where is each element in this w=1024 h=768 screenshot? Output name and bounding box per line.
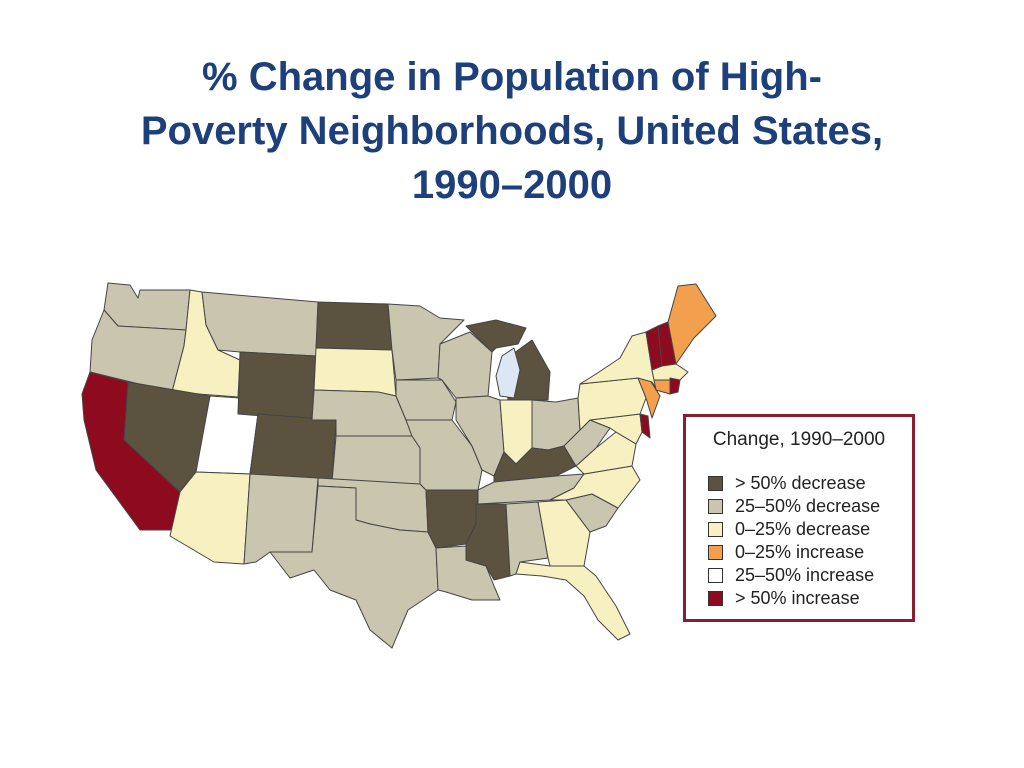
legend-swatch — [708, 567, 723, 583]
lake-michigan — [495, 347, 521, 399]
legend-label: 0–25% increase — [735, 541, 865, 562]
legend: Change, 1990–2000 > 50% decrease 25–50% … — [683, 414, 915, 622]
legend-title: Change, 1990–2000 — [712, 429, 886, 450]
state-DE — [639, 413, 651, 439]
state-WA — [103, 282, 191, 331]
legend-item-dec-25-50: 25–50% decrease — [708, 496, 880, 516]
state-SD — [313, 347, 397, 397]
state-RI — [669, 377, 681, 395]
legend-swatch — [708, 544, 723, 560]
state-NY — [579, 331, 657, 389]
state-TX — [269, 485, 439, 649]
legend-item-inc-gt50: > 50% increase — [708, 588, 860, 608]
legend-item-dec-gt50: > 50% decrease — [708, 473, 866, 493]
legend-swatch — [708, 498, 723, 514]
legend-swatch — [708, 475, 723, 491]
state-ME — [667, 283, 717, 365]
legend-item-dec-0-25: 0–25% decrease — [708, 519, 870, 539]
title-line-1: % Change in Population of High- — [202, 55, 822, 99]
state-CO — [249, 413, 337, 483]
state-MT — [201, 291, 319, 357]
title-line-2: Poverty Neighborhoods, United States, — [140, 109, 884, 153]
legend-swatch — [708, 521, 723, 537]
legend-label: 25–50% increase — [735, 564, 875, 585]
title-line-3: 1990–2000 — [411, 163, 613, 207]
legend-item-inc-0-25: 0–25% increase — [708, 542, 864, 562]
legend-label: 0–25% decrease — [735, 518, 871, 539]
state-ND — [315, 301, 393, 351]
state-FL — [515, 561, 631, 641]
legend-label: 25–50% decrease — [735, 495, 881, 516]
legend-label: > 50% increase — [735, 587, 860, 608]
legend-swatch — [708, 590, 723, 606]
legend-item-inc-25-50: 25–50% increase — [708, 565, 874, 585]
state-WY — [237, 351, 317, 421]
legend-label: > 50% decrease — [735, 472, 866, 493]
state-KS — [331, 435, 421, 485]
slide-title: % Change in Population of High- Poverty … — [40, 50, 984, 212]
state-NM — [243, 473, 319, 565]
